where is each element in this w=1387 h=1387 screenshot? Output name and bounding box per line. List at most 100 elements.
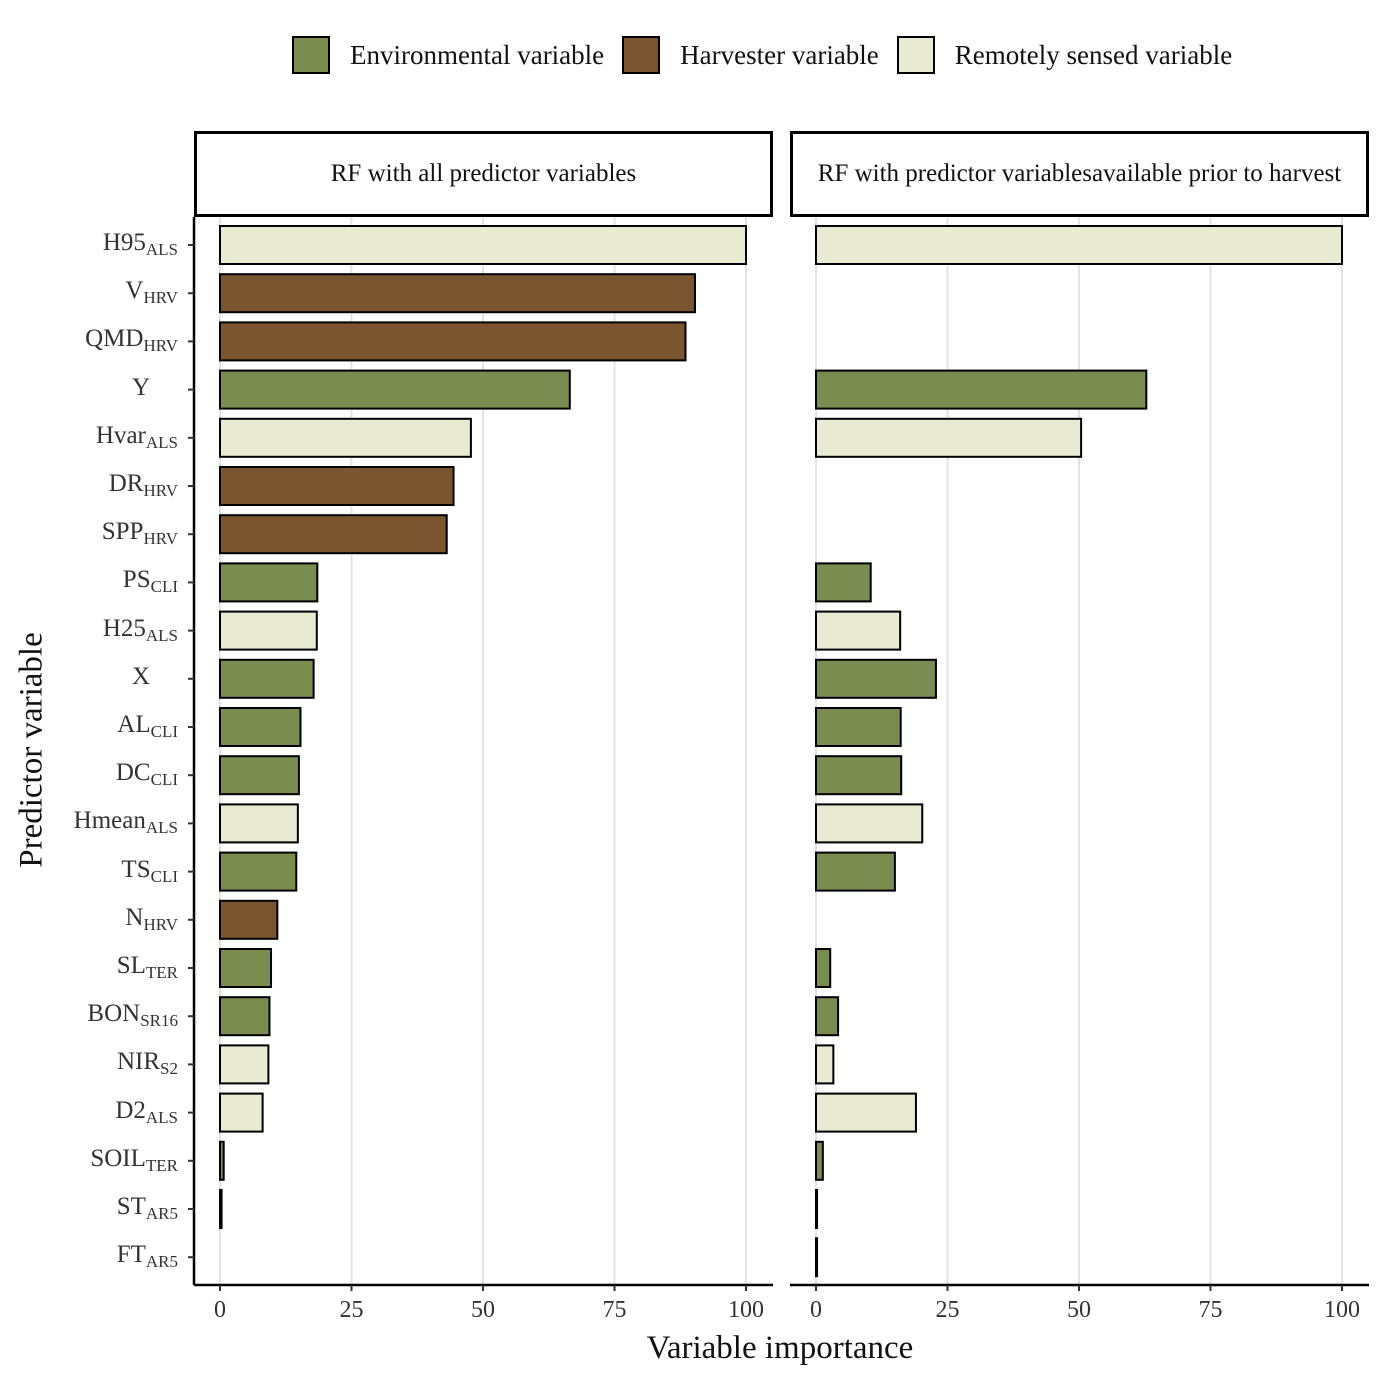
bar-all-SOILTER bbox=[219, 1140, 225, 1181]
y-tick-label-base: D2 bbox=[115, 1096, 146, 1124]
bar-all-BONSR16 bbox=[219, 996, 271, 1037]
y-tick-label-subscript: CLI bbox=[150, 722, 178, 741]
y-tick-label: STAR5 bbox=[117, 1192, 178, 1222]
bar-all-D2ALS bbox=[219, 1092, 264, 1133]
y-tick-label-subscript: HRV bbox=[143, 529, 178, 549]
y-tick-label-base: H25 bbox=[102, 614, 146, 642]
bar-all-HvarALS bbox=[219, 417, 472, 458]
bar-all-SLTER bbox=[219, 948, 273, 988]
panel-title-line: RF with predictor variables bbox=[817, 160, 1093, 187]
y-tick-label: VHRV bbox=[125, 276, 178, 306]
x-tick-label: 0 bbox=[214, 1297, 226, 1323]
y-tick-label-base: Hvar bbox=[95, 421, 146, 449]
bar-all-X bbox=[219, 658, 315, 699]
bar-prior-D2ALS bbox=[815, 1092, 917, 1133]
x-tick-label: 50 bbox=[471, 1297, 495, 1323]
bar-prior-HmeanALS bbox=[815, 803, 924, 844]
bar-prior-X bbox=[815, 658, 937, 699]
legend-item-environmental: Environmental variable bbox=[292, 36, 604, 74]
panel-title-all-predictors: RF with all predictor variables bbox=[194, 131, 773, 217]
legend-item-harvester: Harvester variable bbox=[622, 36, 879, 74]
y-tick-label-base: SL bbox=[116, 952, 146, 979]
y-tick-label-subscript: ALS bbox=[145, 1107, 178, 1127]
bar-prior-BONSR16 bbox=[815, 996, 840, 1037]
legend-swatch-remote bbox=[896, 36, 935, 74]
y-tick-label-subscript: SR16 bbox=[140, 1011, 178, 1031]
y-tick-label-base: DC bbox=[115, 759, 151, 787]
x-axis-title: Variable importance bbox=[646, 1330, 914, 1366]
bar-prior-DCCLI bbox=[815, 755, 903, 796]
x-tick-label: 100 bbox=[1324, 1297, 1360, 1323]
y-tick-label-base: H95 bbox=[102, 229, 146, 256]
y-tick-label: SOILTER bbox=[90, 1144, 178, 1174]
bar-prior-STAR5 bbox=[815, 1189, 819, 1229]
bar-prior-SOILTER bbox=[815, 1140, 824, 1181]
y-tick-label-subscript: TER bbox=[145, 963, 178, 982]
bar-all-NIRS2 bbox=[219, 1044, 270, 1085]
x-tick-label: 25 bbox=[935, 1297, 960, 1323]
y-tick-label: NHRV bbox=[125, 903, 178, 933]
panel-title-prior-to-harvest: RF with predictor variables available pri… bbox=[790, 131, 1369, 217]
y-tick-label: D2ALS bbox=[115, 1096, 178, 1126]
y-tick-label-subscript: CLI bbox=[150, 866, 178, 886]
y-tick-label-base: DR bbox=[108, 470, 144, 497]
bar-all-QMDHRV bbox=[219, 321, 687, 362]
y-tick-label-base: Hmean bbox=[73, 807, 146, 835]
y-tick-label-subscript: HRV bbox=[143, 288, 178, 308]
bar-all-DCCLI bbox=[219, 755, 300, 796]
bar-all-H95ALS bbox=[219, 225, 747, 265]
y-tick-label-base: X bbox=[131, 662, 150, 690]
x-tick-label: 50 bbox=[1067, 1297, 1091, 1323]
bar-prior-HvarALS bbox=[815, 417, 1083, 458]
y-tick-label-subscript: ALS bbox=[145, 432, 178, 452]
bar-prior-Y bbox=[815, 369, 1148, 410]
y-axis-title: Predictor variable bbox=[13, 632, 50, 868]
bar-all-DRHRV bbox=[219, 466, 455, 506]
y-tick-label: FTAR5 bbox=[117, 1240, 178, 1270]
y-tick-label-subscript: ALS bbox=[145, 818, 178, 838]
legend: Environmental variable Harvester variable… bbox=[292, 36, 1250, 74]
bar-all-Y bbox=[219, 369, 571, 410]
y-tick-label: NIRS2 bbox=[117, 1047, 178, 1077]
y-tick-label: H25ALS bbox=[103, 614, 178, 644]
y-tick-label-base: TS bbox=[121, 855, 151, 883]
y-tick-label: DRHRV bbox=[109, 469, 178, 499]
bar-all-ALCLI bbox=[219, 707, 302, 747]
x-tick-label: 0 bbox=[810, 1297, 822, 1323]
bar-prior-NIRS2 bbox=[815, 1044, 835, 1085]
bar-prior-ALCLI bbox=[815, 707, 902, 747]
y-tick-label-subscript: HRV bbox=[143, 481, 178, 500]
x-tick-label: 75 bbox=[1198, 1297, 1223, 1323]
y-tick-label: HvarALS bbox=[96, 421, 178, 451]
y-tick-label: ALCLI bbox=[117, 710, 178, 740]
y-tick-label-subscript: AR5 bbox=[145, 1204, 178, 1223]
y-tick-label-subscript: S2 bbox=[160, 1059, 178, 1079]
y-tick-label-subscript: ALS bbox=[145, 625, 178, 645]
bar-all-H25ALS bbox=[219, 610, 318, 651]
y-tick-label-base: QMD bbox=[85, 325, 144, 353]
y-tick-label-subscript: HRV bbox=[143, 914, 178, 934]
y-tick-label: PSCLI bbox=[123, 565, 178, 595]
bar-all-TSCLI bbox=[219, 851, 298, 892]
y-tick-label: SLTER bbox=[117, 951, 178, 981]
y-tick-label: DCCLI bbox=[116, 758, 178, 788]
bar-all-PSCLI bbox=[219, 562, 319, 603]
y-tick-label: BONSR16 bbox=[87, 999, 178, 1029]
bar-prior-H95ALS bbox=[815, 225, 1343, 265]
legend-swatch-environmental bbox=[292, 36, 330, 74]
y-tick-label: X bbox=[132, 662, 178, 692]
bar-prior-PSCLI bbox=[815, 562, 872, 603]
y-tick-label: QMDHRV bbox=[85, 324, 178, 354]
y-tick-label-base: BON bbox=[87, 1000, 141, 1028]
legend-label-harvester: Harvester variable bbox=[680, 39, 879, 70]
y-tick-label: HmeanALS bbox=[74, 806, 178, 836]
y-tick-label: TSCLI bbox=[121, 855, 178, 885]
legend-item-remote: Remotely sensed variable bbox=[896, 36, 1232, 74]
y-tick-label-subscript: CLI bbox=[150, 770, 178, 790]
bar-all-VHRV bbox=[219, 273, 696, 314]
x-tick-label: 75 bbox=[602, 1297, 627, 1323]
y-tick-label-base: V bbox=[125, 277, 144, 305]
y-tick-label: H95ALS bbox=[103, 228, 178, 258]
bar-prior-TSCLI bbox=[815, 851, 896, 892]
bar-prior-SLTER bbox=[815, 948, 832, 988]
